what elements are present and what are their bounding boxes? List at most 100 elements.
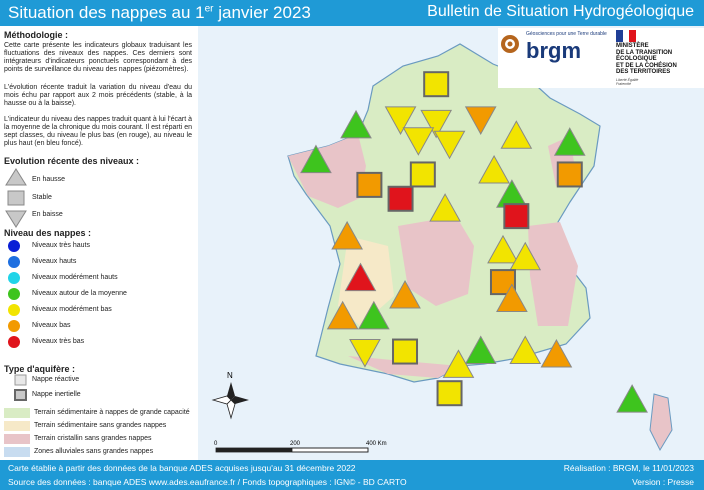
footer-realisation: Réalisation : BRGM, le 11/01/2023 <box>563 463 694 473</box>
terrain-color-box <box>4 434 30 444</box>
aquifer-indicator-marker[interactable] <box>509 335 542 365</box>
aquifer-indicator-marker[interactable] <box>433 130 466 160</box>
aquifer-indicator-marker[interactable] <box>556 161 583 188</box>
terrain-color-box <box>4 447 30 457</box>
evolution-symbols <box>5 168 27 228</box>
footer-version: Version : Presse <box>632 477 694 487</box>
aquifer-indicator-marker[interactable] <box>503 203 530 230</box>
level-color-dot <box>8 320 20 332</box>
scale-200: 200 <box>290 441 301 447</box>
terrain-swatch: Zones alluviales sans grandes nappes <box>4 447 194 457</box>
ministry-line-1: MINISTÈRE <box>616 43 649 49</box>
aquifer-indicator-marker[interactable] <box>340 109 372 139</box>
brgm-logo-icon <box>501 35 519 53</box>
title-text: Situation des nappes au 1 <box>8 3 205 22</box>
terrain-label: Terrain cristallin sans grandes nappes <box>34 435 152 442</box>
terrain-swatch: Terrain cristallin sans grandes nappes <box>4 434 194 444</box>
scale-bar: 0 200 400 Km <box>214 441 387 453</box>
aquifer-indicator-marker[interactable] <box>387 185 414 212</box>
aquifer-indicator-marker[interactable] <box>496 283 528 312</box>
aquifer-indicator-marker[interactable] <box>553 127 586 156</box>
level-label: Niveaux modérément bas <box>32 306 112 313</box>
aquifer-indicator-marker[interactable] <box>540 338 573 368</box>
north-arrow <box>211 382 249 420</box>
ministry-line-4: ET DE LA COHÉSION <box>616 62 677 69</box>
aquifer-indicator-marker[interactable] <box>464 106 497 135</box>
methodology-heading: Méthodologie : <box>4 30 68 40</box>
terrain-color-box <box>4 408 30 418</box>
brgm-tagline: Géosciences pour une Terre durable <box>526 31 607 37</box>
footer-bar: Carte établie à partir des données de la… <box>0 460 704 490</box>
stable-square-icon <box>7 190 25 206</box>
aquifer-symbols <box>14 374 27 401</box>
aquifer-indicator-marker[interactable] <box>357 300 390 330</box>
aquifer-indicator-marker[interactable] <box>487 234 519 264</box>
aquifer-indicator-marker[interactable] <box>500 120 533 149</box>
aquifer-indicator-marker[interactable] <box>429 193 461 222</box>
header-bar: Situation des nappes au 1er janvier 2023… <box>0 0 704 26</box>
aquifer-indicator-marker[interactable] <box>326 300 359 330</box>
aquifer-heading: Type d'aquifère : <box>4 364 75 374</box>
level-color-dot <box>8 288 20 300</box>
aquifer-indicator-marker[interactable] <box>331 220 363 250</box>
bulletin-title: Bulletin de Situation Hydrogéologique <box>427 3 694 20</box>
title-date: janvier 2023 <box>213 3 311 22</box>
scale-400: 400 Km <box>366 441 387 447</box>
ministry-line-3: ÉCOLOGIQUE <box>616 56 657 62</box>
ministry-line-5: DES TERRITOIRES <box>616 69 671 75</box>
north-label: N <box>227 371 233 380</box>
aquifer-indicator-marker[interactable] <box>442 349 475 378</box>
level-color-dot <box>8 272 20 284</box>
methodology-p1: Cette carte présente les indicateurs glo… <box>4 42 192 73</box>
up-arrow-icon <box>5 168 27 186</box>
methodology-p3: L'indicateur du niveau des nappes tradui… <box>4 116 192 147</box>
french-flag-icon <box>616 30 636 42</box>
aquifer-indicator-marker[interactable] <box>423 71 450 98</box>
evolution-down-label: En baisse <box>32 211 63 218</box>
legend-panel: Méthodologie : Cette carte présente les … <box>0 26 198 460</box>
level-label: Niveaux bas <box>32 322 71 329</box>
terrain-label: Terrain sédimentaire à nappes de grande … <box>34 409 190 416</box>
alps-range <box>528 222 578 326</box>
aquifer-indicator-marker[interactable] <box>409 161 436 188</box>
down-arrow-icon <box>5 210 27 228</box>
aquifer-indicator-marker[interactable] <box>402 127 435 156</box>
aquifer-indicator-marker[interactable] <box>478 154 510 184</box>
level-label: Niveaux hauts <box>32 258 77 265</box>
france-map: N 0 200 400 Km <box>211 43 673 453</box>
aquifer-indicator-marker[interactable] <box>509 241 542 271</box>
central-massif <box>398 216 474 306</box>
aquifer-indicator-marker[interactable] <box>389 279 421 309</box>
footer-data-source: Carte établie à partir des données de la… <box>8 463 356 473</box>
level-label: Niveaux autour de la moyenne <box>32 290 127 297</box>
aquifer-indicator-marker[interactable] <box>392 338 419 365</box>
aquifer-indicator-marker[interactable] <box>420 109 453 139</box>
aquifer-indicator-marker[interactable] <box>464 335 497 365</box>
levels-heading: Niveau des nappes : <box>4 228 92 238</box>
evolution-up-label: En hausse <box>32 176 66 183</box>
aquifer-indicator-marker[interactable] <box>616 384 648 413</box>
brgm-wordmark: brgm <box>526 38 581 63</box>
aquifer-indicator-marker[interactable] <box>344 262 377 292</box>
terrain-label: Zones alluviales sans grandes nappes <box>34 448 154 455</box>
ministry-line-2: DE LA TRANSITION <box>616 49 673 56</box>
aquifer-indicator-marker[interactable] <box>384 106 417 135</box>
terrain-color-box <box>4 421 30 431</box>
republic-motto: Liberté Égalité Fraternité <box>616 78 639 86</box>
evolution-stable-label: Stable <box>32 194 52 201</box>
logo-box: Géosciences pour une Terre durable brgm … <box>498 28 704 88</box>
aquifer-indicator-marker[interactable] <box>300 144 332 174</box>
pyrenees-range <box>348 356 460 378</box>
aquifer-indicator-marker[interactable] <box>356 171 383 198</box>
aquifer-indicator-marker[interactable] <box>489 269 516 296</box>
level-color-dot <box>8 240 20 252</box>
level-label: Niveaux modérément hauts <box>32 274 118 281</box>
evolution-heading: Evolution récente des niveaux : <box>4 156 140 166</box>
map-area[interactable]: N 0 200 400 Km Géosciences pour une Terr… <box>198 26 704 460</box>
inertial-aquifer-icon <box>14 389 27 401</box>
aquifer-indicator-marker[interactable] <box>436 380 463 407</box>
aquifer-indicator-marker[interactable] <box>349 339 381 368</box>
level-label: Niveaux très bas <box>32 338 85 345</box>
reactive-aquifer-icon <box>14 374 27 386</box>
aquifer-reactive-label: Nappe réactive <box>32 376 80 383</box>
